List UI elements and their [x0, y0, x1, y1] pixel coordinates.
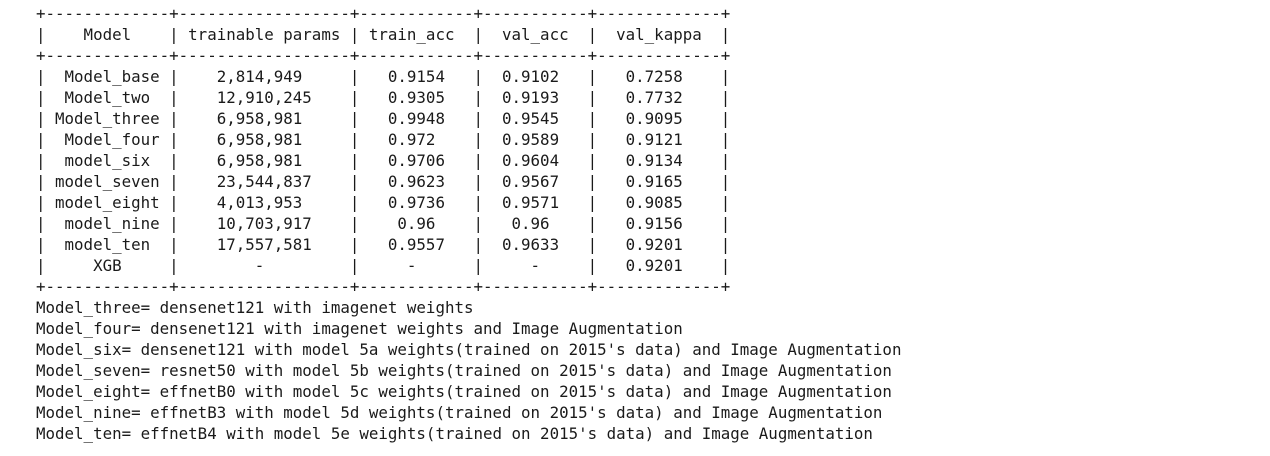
- note-line: Model_three= densenet121 with imagenet w…: [36, 298, 474, 317]
- table-header-row: | Model | trainable params | train_acc |…: [36, 25, 731, 44]
- table-row: | Model_two | 12,910,245 | 0.9305 | 0.91…: [36, 88, 731, 107]
- table-row: | Model_three | 6,958,981 | 0.9948 | 0.9…: [36, 109, 731, 128]
- table-row: | model_nine | 10,703,917 | 0.96 | 0.96 …: [36, 214, 731, 233]
- table-rule-header: +-------------+------------------+------…: [36, 46, 731, 65]
- note-line: Model_nine= effnetB3 with model 5d weigh…: [36, 403, 883, 422]
- table-row: | model_ten | 17,557,581 | 0.9557 | 0.96…: [36, 235, 731, 254]
- table-rule-bottom: +-------------+------------------+------…: [36, 277, 731, 296]
- note-line: Model_six= densenet121 with model 5a wei…: [36, 340, 902, 359]
- note-line: Model_seven= resnet50 with model 5b weig…: [36, 361, 892, 380]
- table-row: | model_six | 6,958,981 | 0.9706 | 0.960…: [36, 151, 731, 170]
- table-row: | XGB | - | - | - | 0.9201 |: [36, 256, 731, 275]
- table-row: | Model_four | 6,958,981 | 0.972 | 0.958…: [36, 130, 731, 149]
- table-row: | model_eight | 4,013,953 | 0.9736 | 0.9…: [36, 193, 731, 212]
- note-line: Model_four= densenet121 with imagenet we…: [36, 319, 683, 338]
- table-rule-top: +-------------+------------------+------…: [36, 4, 731, 23]
- note-line: Model_ten= effnetB4 with model 5e weight…: [36, 424, 873, 443]
- table-row: | model_seven | 23,544,837 | 0.9623 | 0.…: [36, 172, 731, 191]
- console-output: +-------------+------------------+------…: [36, 3, 901, 444]
- table-row: | Model_base | 2,814,949 | 0.9154 | 0.91…: [36, 67, 731, 86]
- note-line: Model_eight= effnetB0 with model 5c weig…: [36, 382, 892, 401]
